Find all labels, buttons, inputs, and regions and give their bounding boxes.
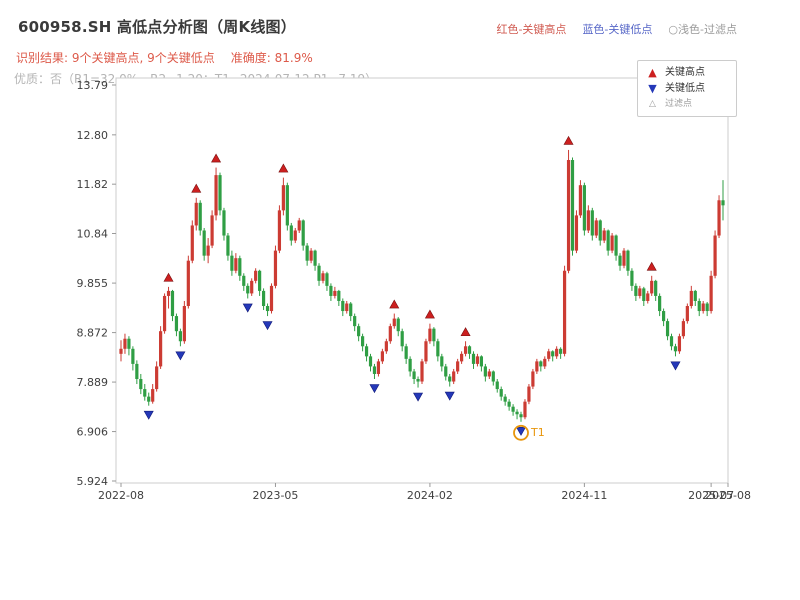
accuracy-value: 准确度: 81.9% (230, 51, 313, 65)
svg-text:2025-07: 2025-07 (688, 489, 734, 502)
svg-text:7.889: 7.889 (77, 376, 109, 389)
svg-text:2025-08: 2025-08 (705, 489, 751, 502)
legend-key-high-text: 红色-关键高点 (496, 23, 567, 36)
color-legend: 红色-关键高点 蓝色-关键低点 ○浅色-过滤点 (496, 21, 737, 37)
chart-legend-box: ▲ 关键高点 ▼ 关键低点 △ 过滤点 (637, 60, 737, 117)
recognition-result-line: 识别结果: 9个关键高点, 9个关键低点 准确度: 81.9% (16, 49, 313, 66)
svg-text:6.906: 6.906 (77, 426, 109, 439)
key-low-label: 关键低点 (665, 83, 705, 94)
key-high-triangle-icon: ▲ (648, 66, 657, 79)
svg-text:T1: T1 (530, 426, 545, 439)
svg-text:2023-05: 2023-05 (252, 489, 298, 502)
chart-legend-item-key-high: ▲ 关键高点 (646, 67, 728, 78)
chart-legend-item-filter: △ 过滤点 (646, 99, 728, 110)
svg-text:11.82: 11.82 (77, 178, 109, 191)
svg-text:8.872: 8.872 (77, 327, 109, 340)
page-title: 600958.SH 高低点分析图（周K线图） (18, 18, 296, 36)
svg-text:2022-08: 2022-08 (98, 489, 144, 502)
recognition-result: 识别结果: 9个关键高点, 9个关键低点 (16, 51, 215, 65)
svg-text:12.80: 12.80 (77, 129, 109, 142)
svg-text:13.79: 13.79 (77, 79, 109, 92)
key-low-triangle-icon: ▼ (648, 82, 657, 95)
filter-label: 过滤点 (665, 99, 693, 109)
legend-filter-text: ○浅色-过滤点 (668, 23, 737, 36)
chart-legend-item-key-low: ▼ 关键低点 (646, 83, 728, 94)
filter-triangle-icon: △ (649, 99, 656, 109)
key-high-label: 关键高点 (665, 67, 705, 78)
svg-text:10.84: 10.84 (77, 228, 109, 241)
svg-text:9.855: 9.855 (77, 277, 109, 290)
legend-key-low-text: 蓝色-关键低点 (582, 23, 653, 36)
svg-text:2024-02: 2024-02 (407, 489, 453, 502)
svg-text:2024-11: 2024-11 (561, 489, 607, 502)
svg-text:5.924: 5.924 (77, 475, 109, 488)
